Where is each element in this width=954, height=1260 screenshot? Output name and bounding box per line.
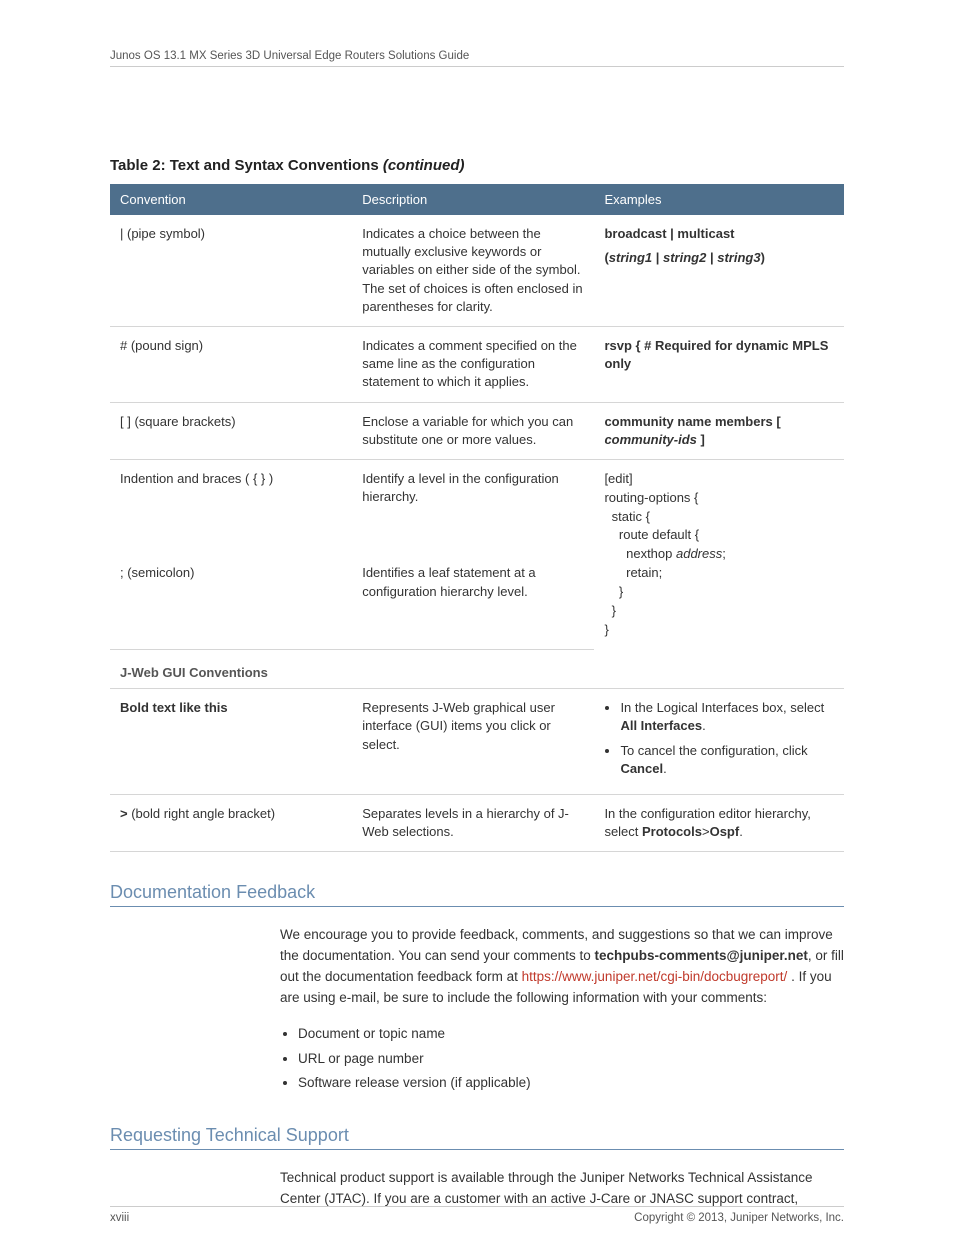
list-item: In the Logical Interfaces box, select Al… — [620, 699, 834, 735]
page-footer: xviii Copyright © 2013, Juniper Networks… — [110, 1206, 844, 1224]
desc-braces: Identify a level in the configuration hi… — [352, 459, 594, 554]
col-examples: Examples — [594, 184, 844, 215]
running-header: Junos OS 13.1 MX Series 3D Universal Edg… — [110, 50, 844, 67]
table-section-row: J-Web GUI Conventions — [110, 649, 844, 688]
list-item: Software release version (if applicable) — [298, 1071, 844, 1095]
desc-angle: Separates levels in a hierarchy of J-Web… — [352, 794, 594, 851]
ex-braces-semi: [edit] routing-options { static { route … — [594, 459, 844, 649]
table-head: Convention Description Examples — [110, 184, 844, 215]
conv-braces: Indention and braces ( { } ) — [110, 459, 352, 554]
desc-boldtext: Represents J-Web graphical user interfac… — [352, 689, 594, 795]
copyright: Copyright © 2013, Juniper Networks, Inc. — [634, 1212, 844, 1224]
table-title-text: Table 2: Text and Syntax Conventions — [110, 157, 383, 174]
ex-angle: In the configuration editor hierarchy, s… — [594, 794, 844, 851]
table-row: | (pipe symbol) Indicates a choice betwe… — [110, 215, 844, 326]
desc-pipe: Indicates a choice between the mutually … — [352, 215, 594, 326]
col-convention: Convention — [110, 184, 352, 215]
table-title-suffix: (continued) — [383, 157, 465, 174]
desc-pound: Indicates a comment specified on the sam… — [352, 326, 594, 402]
support-para: Technical product support is available t… — [280, 1168, 844, 1210]
desc-semicolon: Identifies a leaf statement at a configu… — [352, 554, 594, 649]
table-row: [ ] (square brackets) Enclose a variable… — [110, 402, 844, 459]
table-row: Bold text like this Represents J-Web gra… — [110, 689, 844, 795]
list-item: To cancel the configuration, click Cance… — [620, 742, 834, 778]
feedback-para: We encourage you to provide feedback, co… — [280, 925, 844, 1009]
feedback-email: techpubs-comments@juniper.net — [594, 948, 807, 963]
feedback-link[interactable]: https://www.juniper.net/cgi-bin/docbugre… — [522, 969, 788, 984]
table-title: Table 2: Text and Syntax Conventions (co… — [110, 157, 844, 174]
desc-brackets: Enclose a variable for which you can sub… — [352, 402, 594, 459]
ex-brackets: community name members [ community-ids ] — [594, 402, 844, 459]
conv-brackets: [ ] (square brackets) — [110, 402, 352, 459]
ex-boldtext: In the Logical Interfaces box, select Al… — [594, 689, 844, 795]
table-row: > (bold right angle bracket) Separates l… — [110, 794, 844, 851]
ex-pound: rsvp { # Required for dynamic MPLS only — [594, 326, 844, 402]
conv-semicolon: ; (semicolon) — [110, 554, 352, 649]
feedback-list: Document or topic name URL or page numbe… — [280, 1022, 844, 1095]
page: Junos OS 13.1 MX Series 3D Universal Edg… — [0, 0, 954, 1260]
conv-pipe: | (pipe symbol) — [110, 215, 352, 326]
list-item: Document or topic name — [298, 1022, 844, 1046]
ex-pipe: broadcast | multicast (string1 | string2… — [594, 215, 844, 326]
conventions-table: Convention Description Examples | (pipe … — [110, 184, 844, 852]
conv-boldtext: Bold text like this — [110, 689, 352, 795]
col-description: Description — [352, 184, 594, 215]
conv-pound: # (pound sign) — [110, 326, 352, 402]
ex-pipe-2: (string1 | string2 | string3) — [604, 249, 834, 267]
table-row: # (pound sign) Indicates a comment speci… — [110, 326, 844, 402]
table-row: Indention and braces ( { } ) Identify a … — [110, 459, 844, 554]
feedback-heading: Documentation Feedback — [110, 882, 844, 907]
ex-pipe-1: broadcast | multicast — [604, 225, 834, 243]
support-heading: Requesting Technical Support — [110, 1125, 844, 1150]
list-item: URL or page number — [298, 1047, 844, 1071]
config-code-block: [edit] routing-options { static { route … — [604, 470, 834, 640]
conv-angle: > (bold right angle bracket) — [110, 794, 352, 851]
page-number: xviii — [110, 1212, 129, 1224]
section-label: J-Web GUI Conventions — [110, 649, 844, 688]
